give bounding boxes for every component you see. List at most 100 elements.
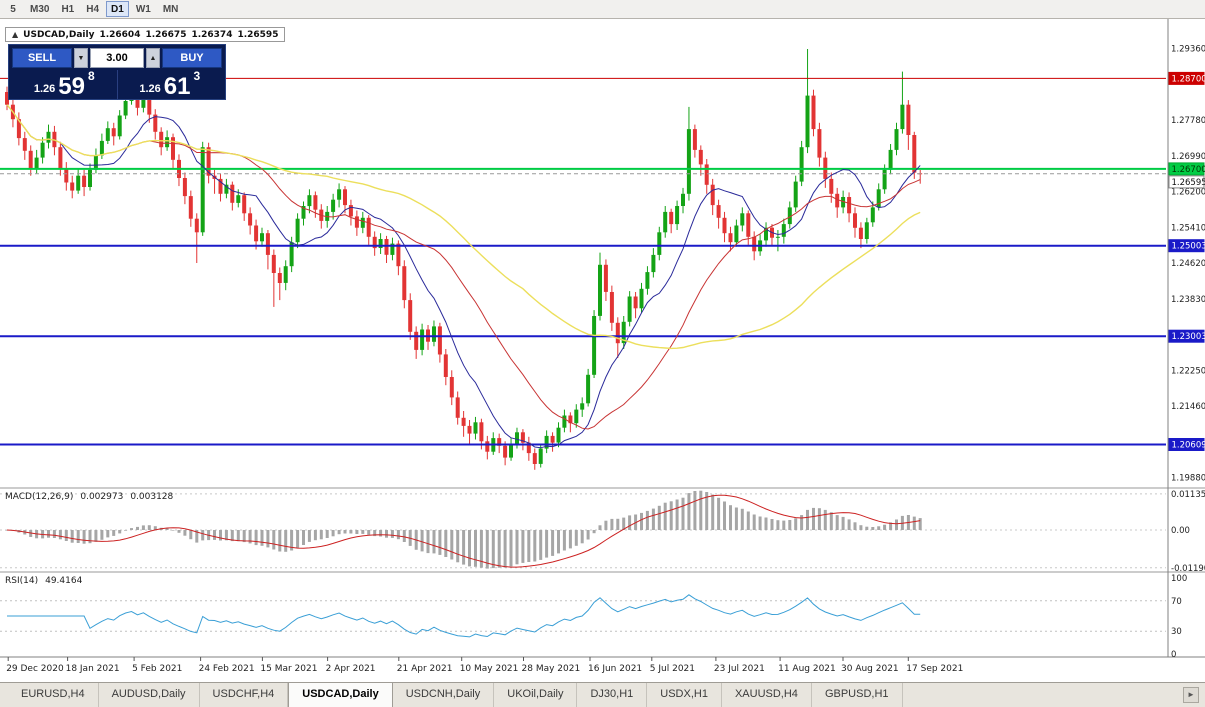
macd-histogram-bar: [509, 530, 513, 567]
sell-price[interactable]: 1.26 59 8: [12, 70, 118, 99]
chart-tab-usdchf[interactable]: USDCHF,H4: [200, 683, 289, 707]
macd-histogram-bar: [758, 516, 762, 530]
macd-histogram-bar: [729, 505, 732, 530]
macd-histogram-bar: [521, 530, 525, 563]
collapse-panel-arrow-icon[interactable]: ▲: [12, 30, 19, 39]
macd-histogram-bar: [592, 530, 596, 534]
chart-plot-area[interactable]: [0, 19, 1166, 657]
macd-histogram-bar: [319, 530, 323, 540]
macd-histogram-bar: [562, 530, 566, 551]
macd-histogram-bar: [871, 527, 875, 530]
buy-price-big: 61: [163, 73, 191, 100]
timeframe-button-d1[interactable]: D1: [106, 1, 129, 17]
ohlc-high: 1.26675: [145, 29, 187, 40]
macd-histogram-bar: [823, 509, 827, 530]
macd-histogram-bar: [645, 510, 649, 530]
timeframe-button-m30[interactable]: M30: [25, 1, 54, 17]
macd-histogram-bar: [355, 530, 359, 534]
moving-average-25: [6, 104, 921, 430]
macd-histogram-bar: [622, 517, 626, 530]
macd-histogram-bar: [373, 530, 377, 537]
timeframe-button-mn[interactable]: MN: [158, 1, 184, 17]
macd-histogram-bar: [794, 518, 798, 530]
rsi-axis-label: 100: [1171, 574, 1187, 584]
macd-histogram-bar: [657, 505, 661, 530]
price-axis-label: 1.26990: [1171, 152, 1205, 162]
macd-histogram-bar: [776, 520, 780, 530]
macd-histogram-bar: [865, 526, 869, 530]
buy-price[interactable]: 1.26 61 3: [118, 70, 223, 99]
timeframe-button-5[interactable]: 5: [3, 1, 23, 17]
sell-price-prefix: 1.26: [33, 83, 56, 95]
macd-histogram-bar: [379, 530, 383, 537]
rsi-axis-label: 0: [1171, 650, 1176, 660]
chart-tab-dj30[interactable]: DJ30,H1: [577, 683, 648, 707]
timeframe-button-h1[interactable]: H1: [56, 1, 79, 17]
timeframe-button-w1[interactable]: W1: [131, 1, 156, 17]
macd-histogram-bar: [183, 530, 187, 536]
date-axis-label: 28 May 2021: [522, 664, 581, 674]
chart-tab-gbpusd[interactable]: GBPUSD,H1: [812, 683, 903, 707]
macd-histogram-bar: [130, 528, 133, 530]
macd-histogram-bar: [136, 526, 139, 530]
volume-decrease-button[interactable]: ▼: [74, 48, 88, 68]
macd-histogram-bar: [242, 530, 246, 543]
sell-button[interactable]: SELL: [12, 48, 72, 68]
macd-histogram-bar: [912, 516, 916, 530]
macd-histogram-bar: [883, 524, 887, 530]
macd-histogram-bar: [889, 522, 893, 530]
buy-button[interactable]: BUY: [162, 48, 222, 68]
chart-tab-audusd[interactable]: AUDUSD,Daily: [99, 683, 200, 707]
macd-histogram-bar: [841, 516, 845, 530]
macd-histogram-bar: [598, 525, 602, 530]
volume-increase-button[interactable]: ▲: [146, 48, 160, 68]
macd-histogram-bar: [723, 501, 726, 530]
macd-histogram-bar: [806, 509, 809, 530]
macd-histogram-bar: [675, 499, 679, 530]
macd-histogram-bar: [610, 518, 614, 530]
macd-histogram-bar: [616, 518, 620, 530]
macd-histogram-bar: [746, 511, 750, 530]
price-badge: [1168, 239, 1205, 253]
chart-tab-usdcad[interactable]: USDCAD,Daily: [288, 683, 393, 707]
rsi-indicator-label: RSI(14) 49.4164: [5, 576, 82, 586]
macd-histogram-bar: [76, 530, 80, 543]
price-axis[interactable]: 1.29360 1.27780 1.26990 1.26200 1.25410 1.246…: [1171, 45, 1205, 484]
macd-histogram-bar: [278, 530, 282, 552]
macd-histogram-bar: [533, 530, 537, 562]
date-axis[interactable]: 29 Dec 2020 18 Jan 2021 5 Feb 2021 24 Feb 2…: [6, 657, 963, 674]
macd-histogram-bar: [106, 530, 110, 538]
macd-histogram-bar: [189, 530, 193, 540]
buy-price-prefix: 1.26: [139, 83, 161, 95]
price-axis-label: 1.27780: [1171, 116, 1205, 126]
timeframe-button-h4[interactable]: H4: [81, 1, 104, 17]
macd-histogram-bar: [290, 530, 294, 551]
price-axis-label: 1.19880: [1171, 474, 1205, 484]
macd-histogram-bar: [124, 530, 128, 531]
chart-tab-usdx[interactable]: USDX,H1: [647, 683, 722, 707]
macd-histogram-bar: [367, 530, 371, 535]
macd-histogram-bar: [165, 528, 169, 530]
price-axis-label: 1.29360: [1171, 45, 1205, 55]
macd-histogram-bar: [468, 530, 471, 567]
chart-tab-ukoil[interactable]: UKOil,Daily: [494, 683, 578, 707]
macd-histogram-bar: [420, 530, 424, 552]
tab-scroll-right-icon[interactable]: ►: [1183, 687, 1199, 703]
price-axis-label: 1.26200: [1171, 188, 1205, 198]
macd-histogram-bar: [385, 530, 388, 538]
chart-tab-eurusd[interactable]: EURUSD,H4: [8, 683, 99, 707]
volume-input[interactable]: [90, 48, 144, 68]
chart-tab-usdcnh[interactable]: USDCNH,Daily: [393, 683, 495, 707]
macd-signal-line: [6, 494, 921, 568]
macd-histogram-bar: [812, 507, 815, 530]
rsi-line: [7, 594, 921, 638]
timeframe-toolbar: 5 M30 H1 H4 D1 W1 MN: [0, 0, 1205, 19]
macd-histogram-bar: [545, 530, 549, 558]
macd-histogram-bar: [539, 530, 543, 560]
macd-axis-label: -0.01190: [1171, 564, 1205, 574]
chart-tab-xauusd[interactable]: XAUUSD,H4: [722, 683, 812, 707]
rsi-axis-label: 70: [1171, 597, 1182, 607]
macd-histogram-bar: [788, 520, 792, 530]
macd-panel: [0, 490, 1166, 569]
macd-histogram-bar: [895, 519, 898, 530]
